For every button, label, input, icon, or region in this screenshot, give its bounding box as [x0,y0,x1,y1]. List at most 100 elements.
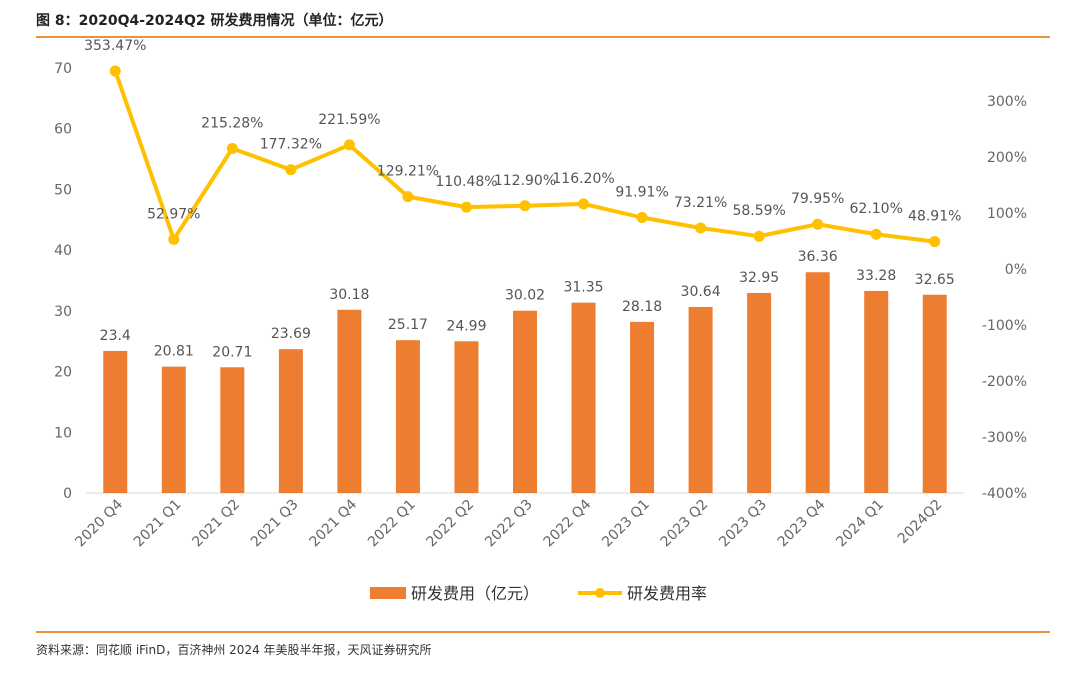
x-tick-label: 2024 Q1 [833,497,887,551]
left-tick-label: 50 [54,182,72,198]
rate-data-label: 48.91% [908,209,961,225]
rate-data-label: 73.21% [674,195,727,211]
left-tick-label: 0 [63,486,72,502]
bar [805,272,830,493]
bar-data-label: 24.99 [446,318,486,334]
x-tick-label: 2023 Q1 [599,497,653,551]
bar-data-label: 30.02 [505,288,545,304]
x-tick-label: 2023 Q4 [775,496,829,550]
right-tick-label: -400% [982,486,1027,502]
figure-title: 图 8：2020Q4-2024Q2 研发费用情况（单位：亿元） [36,13,393,29]
bar-data-label: 30.18 [329,287,369,303]
right-tick-label: -200% [982,374,1027,390]
bar [688,306,713,493]
bar-data-label: 30.64 [681,284,721,300]
legend: 研发费用（亿元） 研发费用率 [370,584,707,603]
rate-point [870,228,882,240]
rate-data-label: 52.97% [147,206,200,222]
bar-data-label: 20.71 [212,344,252,360]
x-tick-label: 2021 Q3 [248,497,302,551]
x-tick-label: 2024Q2 [895,497,946,548]
rate-point [460,201,472,213]
source-note: 资料来源：同花顺 iFinD，百济神州 2024 年美股半年报，天风证券研究所 [36,643,432,657]
rate-point [753,230,765,242]
rate-data-label: 116.20% [552,171,614,187]
bar [922,294,947,493]
rate-line [113,69,937,244]
rate-point [636,212,648,224]
rate-point [695,222,707,234]
x-tick-label: 2021 Q4 [306,496,360,550]
rate-data-label: 79.95% [791,191,844,207]
rate-data-label: 215.28% [201,115,263,131]
right-tick-label: 0% [1005,262,1027,278]
rate-point [168,233,180,245]
rate-data-label: 129.21% [377,164,439,180]
bar-data-label: 32.95 [739,270,779,286]
x-tick-label: 2021 Q1 [131,497,185,551]
x-tick-label: 2022 Q3 [482,497,536,551]
right-tick-label: -300% [982,430,1027,446]
left-tick-label: 10 [54,425,72,441]
footer-divider [36,631,1050,633]
right-tick-label: -100% [982,318,1027,334]
x-tick-label: 2022 Q2 [424,497,478,551]
bar [161,366,186,493]
bar [571,302,596,493]
x-tick-label: 2021 Q2 [189,497,243,551]
rate-point [929,236,941,248]
rate-point [578,198,590,210]
left-tick-label: 60 [54,122,72,138]
bar-data-label: 20.81 [154,344,194,360]
bar-data-label: 28.18 [622,299,662,315]
legend-line-label: 研发费用率 [627,584,707,603]
rate-point [109,65,121,77]
line-data-labels: 353.47% 52.97% 215.28% 177.32% 221.59% 129.21… [84,38,961,225]
left-tick-label: 70 [54,61,72,77]
rate-data-label: 91.91% [615,185,668,201]
rate-point [402,191,414,203]
left-axis: 0 10 20 30 40 50 60 70 [54,61,72,502]
x-axis: 2020 Q4 2021 Q1 2021 Q2 2021 Q3 2021 Q4 2022 … [72,496,945,550]
bar [220,367,245,493]
right-tick-label: 100% [987,206,1027,222]
x-tick-label: 2022 Q1 [365,497,419,551]
bar-data-label: 36.36 [798,249,838,265]
rate-point [343,139,355,151]
bar [747,292,772,493]
rate-point [285,164,297,176]
rate-point [519,200,531,212]
bar [103,350,128,493]
left-tick-label: 30 [54,304,72,320]
bar [513,310,537,493]
rate-data-label: 58.59% [732,203,785,219]
right-axis: -400% -300% -200% -100% 0% 100% 200% 300% [982,94,1027,502]
legend-line-marker [595,588,605,598]
bar-data-label: 31.35 [563,280,603,296]
rate-data-label: 62.10% [850,201,903,217]
left-tick-label: 20 [54,365,72,381]
rate-data-label: 112.90% [494,173,556,189]
bar-data-labels: 23.4 20.81 20.71 23.69 30.18 25.17 24.99 30.02 3… [100,249,955,360]
rate-data-label: 353.47% [84,38,146,54]
rate-data-label: 177.32% [260,137,322,153]
x-tick-label: 2022 Q4 [541,496,595,550]
bar-data-label: 33.28 [856,268,896,284]
header-divider [36,36,1050,38]
rate-data-label: 110.48% [435,174,497,190]
legend-bar-label: 研发费用（亿元） [411,584,539,603]
bar [278,349,303,493]
legend-bar-swatch [370,587,406,599]
line-series [109,65,941,248]
x-tick-label: 2020 Q4 [72,496,126,550]
bar-data-label: 32.65 [915,272,955,288]
bar [454,341,479,493]
bar [395,340,420,493]
bar-series [103,272,947,493]
x-tick-label: 2023 Q3 [716,497,770,551]
bar [864,290,889,493]
chart-canvas: 0 10 20 30 40 50 60 70 -400% -300% -200% -100% 0% 10… [54,38,1027,603]
left-tick-label: 40 [54,243,72,259]
rate-point [812,218,824,230]
bar-data-label: 25.17 [388,317,428,333]
